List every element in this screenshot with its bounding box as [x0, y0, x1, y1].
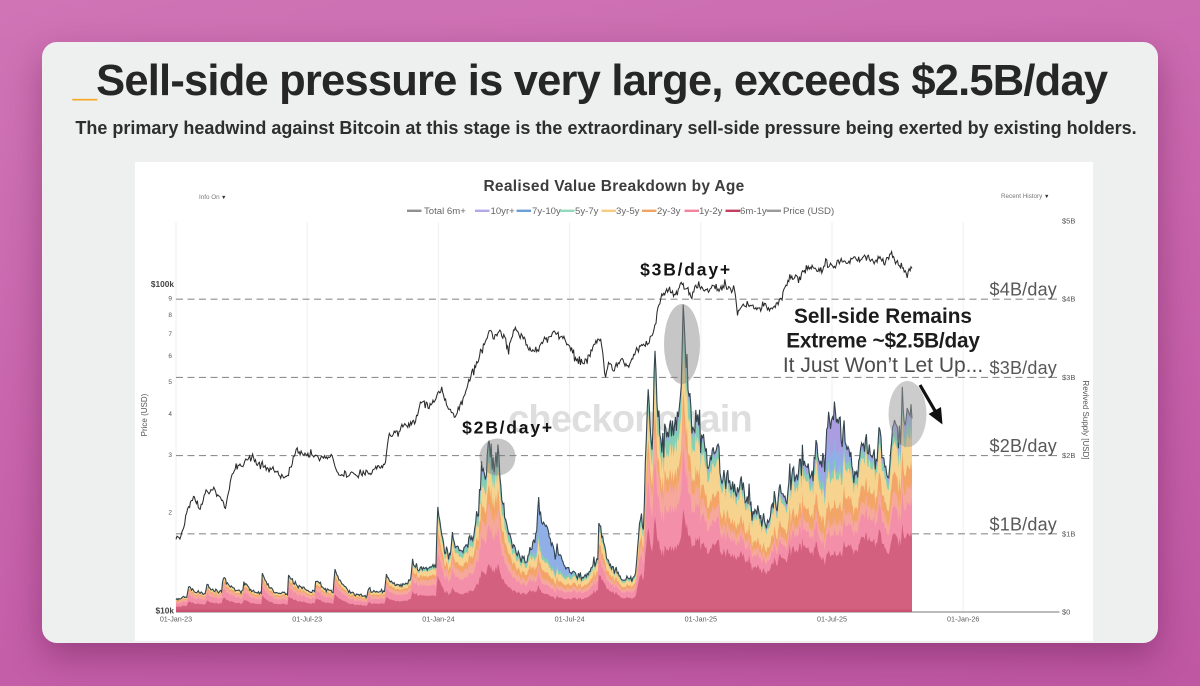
- svg-text:01-Jan-23: 01-Jan-23: [160, 615, 192, 624]
- svg-text:$2B/day: $2B/day: [990, 436, 1057, 456]
- svg-text:Total 6m+: Total 6m+: [424, 206, 466, 217]
- svg-text:01-Jan-25: 01-Jan-25: [685, 615, 717, 624]
- svg-text:$4B/day: $4B/day: [990, 280, 1057, 300]
- svg-text:5y-7y: 5y-7y: [575, 206, 599, 217]
- svg-text:Revived Supply [USD]: Revived Supply [USD]: [1081, 380, 1090, 459]
- svg-text:checkonchain: checkonchain: [508, 399, 752, 441]
- svg-text:2: 2: [168, 510, 172, 517]
- svg-text:Info On: Info On: [199, 194, 220, 201]
- svg-text:Extreme ~$2.5B/day: Extreme ~$2.5B/day: [786, 330, 980, 353]
- svg-text:It Just Won’t Let Up...: It Just Won’t Let Up...: [783, 354, 983, 377]
- svg-text:8: 8: [168, 312, 172, 319]
- svg-text:Sell-side Remains: Sell-side Remains: [794, 305, 972, 328]
- svg-text:$3B/day+: $3B/day+: [640, 260, 732, 280]
- svg-text:Price (USD): Price (USD): [783, 206, 834, 217]
- svg-text:01-Jul-25: 01-Jul-25: [817, 615, 847, 624]
- svg-text:$100k: $100k: [151, 279, 174, 289]
- svg-text:01-Jul-23: 01-Jul-23: [292, 615, 322, 624]
- svg-text:9: 9: [168, 295, 172, 302]
- svg-text:▼: ▼: [1044, 194, 1049, 200]
- svg-text:5: 5: [168, 379, 172, 386]
- svg-text:$10k: $10k: [156, 606, 175, 616]
- svg-text:01-Jan-26: 01-Jan-26: [947, 615, 979, 624]
- svg-text:$2B: $2B: [1062, 451, 1075, 460]
- svg-text:▼: ▼: [221, 195, 226, 201]
- svg-text:7: 7: [168, 331, 172, 338]
- svg-text:$1B: $1B: [1062, 529, 1075, 538]
- svg-text:Recent History: Recent History: [1001, 193, 1043, 200]
- svg-text:$2B/day+: $2B/day+: [462, 418, 554, 438]
- svg-text:4: 4: [168, 411, 172, 418]
- svg-text:3: 3: [168, 452, 172, 459]
- svg-text:Realised Value Breakdown by Ag: Realised Value Breakdown by Age: [483, 178, 744, 195]
- svg-text:3y-5y: 3y-5y: [616, 206, 640, 217]
- svg-text:$1B/day: $1B/day: [990, 514, 1057, 534]
- svg-text:$3B: $3B: [1062, 373, 1075, 382]
- svg-text:$4B: $4B: [1062, 295, 1075, 304]
- svg-text:10yr+: 10yr+: [491, 206, 516, 217]
- svg-text:Price (USD): Price (USD): [140, 393, 149, 436]
- svg-text:01-Jan-24: 01-Jan-24: [422, 615, 454, 624]
- svg-text:2y-3y: 2y-3y: [657, 206, 681, 217]
- svg-text:$5B: $5B: [1062, 217, 1075, 226]
- svg-text:1y-2y: 1y-2y: [699, 206, 723, 217]
- svg-text:$3B/day: $3B/day: [990, 358, 1057, 378]
- svg-text:7y-10y: 7y-10y: [532, 206, 561, 217]
- svg-text:6: 6: [168, 353, 172, 360]
- svg-text:$0: $0: [1062, 608, 1070, 617]
- svg-text:01-Jul-24: 01-Jul-24: [555, 615, 585, 624]
- svg-text:6m-1y: 6m-1y: [740, 206, 767, 217]
